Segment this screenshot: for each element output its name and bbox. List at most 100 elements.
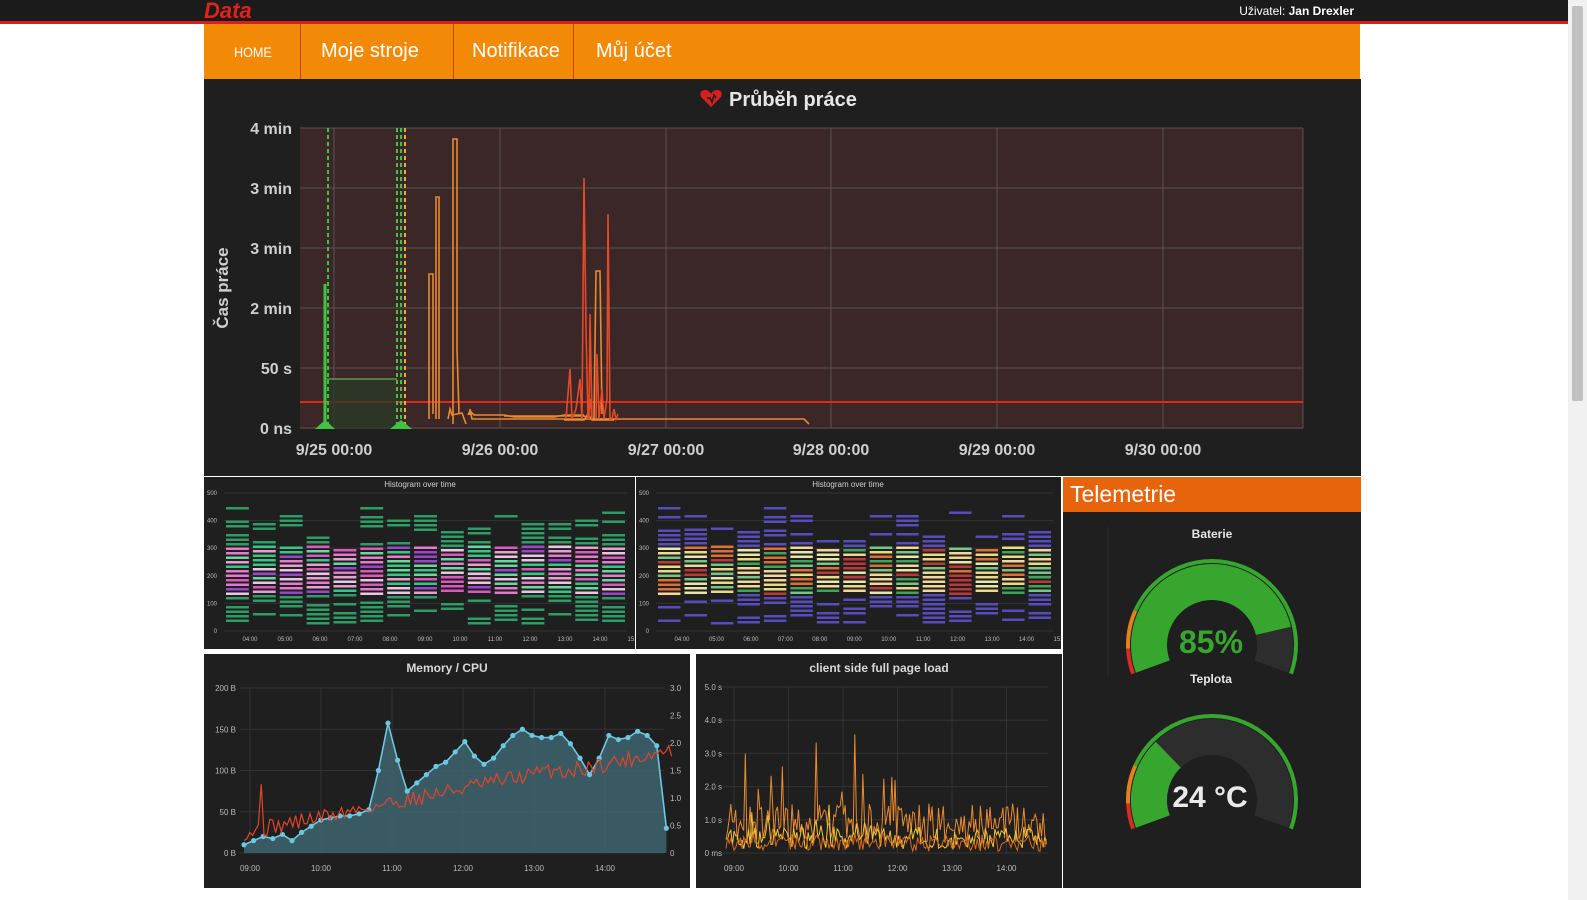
histogram-bin [226,583,249,586]
histogram-bin [279,591,303,594]
x-tick: 07:00 [778,637,794,643]
histogram-bin [521,550,545,553]
histogram-bin [975,576,999,579]
histogram-bin [602,552,625,555]
histogram-bin [333,580,357,583]
histogram-bin [658,543,681,546]
histogram-bin [658,552,681,555]
histogram-bin [226,579,249,582]
histogram-bin [869,560,893,563]
histogram-bin [279,582,303,585]
page-scrollbar[interactable] [1568,0,1587,900]
histogram-bin [226,574,249,577]
histogram-bin [896,515,919,518]
histogram-bin [790,564,813,567]
x-tick: 14:00 [592,637,608,643]
histogram-bin [548,613,572,616]
histogram-bin [575,596,599,599]
x-tick: 13:00 [557,637,573,643]
histogram-bin [226,525,249,528]
user-name[interactable]: Jan Drexler [1288,4,1354,18]
histogram-bin [763,529,787,532]
histogram-bin [896,614,919,617]
y-tick-right: 0 [670,849,675,858]
histogram-bin [1002,560,1025,563]
histogram-bin [440,580,464,583]
histogram-bin [1028,544,1051,547]
x-tick: 13:00 [524,864,545,873]
histogram-bin [467,622,491,625]
histogram-bin [226,570,249,573]
nav-item-moje-stroje[interactable]: Moje stroje [321,40,419,62]
histogram-bin [684,546,707,549]
histogram-bin [521,572,545,575]
histogram-bin [440,549,464,552]
memory-point [500,743,506,749]
histogram-bin [440,571,464,574]
histogram-bin [387,569,411,572]
histogram-bin [494,560,518,563]
y-tick: 2 min [250,301,292,318]
histogram-bin [790,614,813,617]
histogram-bin [333,603,357,606]
memory-point [423,772,429,778]
histogram-bin [440,567,464,570]
histogram-bin [975,571,999,574]
memory-point [289,838,295,844]
memory-point [654,743,660,749]
scrollbar-thumb[interactable] [1572,6,1583,401]
histogram-bin [521,541,545,544]
histogram-bin [737,580,760,583]
histogram-bin [521,622,545,625]
histogram-bin [922,603,946,606]
nav-item-home[interactable]: HOME [234,43,272,60]
nav-item-muj-ucet[interactable]: Můj účet [596,40,672,62]
histogram-bin [440,558,464,561]
histogram-bin [467,586,491,589]
histogram-bin [684,600,707,603]
histogram-bin [414,555,437,558]
histogram-bin [226,543,249,546]
memory-point [375,767,381,774]
histogram-bin [414,591,437,594]
histogram-bin [548,523,572,526]
histogram-bin [306,568,330,571]
histogram-bin [387,560,411,563]
histogram-bin [658,561,681,564]
histogram-bin [816,540,840,543]
x-tick: 10:00 [881,637,897,643]
histogram-bin [790,605,813,608]
y-tick: 0 [214,629,218,635]
histogram-bin [467,554,491,557]
logo[interactable]: Data [204,0,284,21]
histogram-bin [922,585,946,588]
histogram-bin [306,608,330,611]
histogram-bin [1028,567,1051,570]
histogram-bin [658,606,681,609]
histogram-bin [790,591,813,594]
histogram-bin [1028,612,1051,615]
histogram-bin [387,587,411,590]
histogram-bin [816,603,840,606]
histogram-bin [521,536,545,539]
memory-point [519,726,525,732]
histogram-bin [658,507,681,510]
nav-item-notifikace[interactable]: Notifikace [472,40,560,62]
histogram-bin [467,527,491,530]
histogram-bin [658,570,681,573]
memory-cpu-panel: Memory / CPU 200 B 150 B 100 B 50 B 0 B 3.0 2.… [204,654,690,888]
histogram-bin [1028,531,1051,534]
histogram-bin [414,519,437,522]
histogram-bin [360,583,384,586]
histogram-bin [843,576,866,579]
histogram-bin [737,571,760,574]
histogram-bin [279,560,303,563]
histogram-bin [279,578,303,581]
histogram-bin [548,536,572,539]
histogram-bin [226,615,249,618]
histogram-bin [360,507,384,510]
histogram-bin [414,578,437,581]
histogram-bin [602,520,625,523]
y-tick: 1.0 s [705,816,722,825]
histogram-bin [226,534,249,537]
